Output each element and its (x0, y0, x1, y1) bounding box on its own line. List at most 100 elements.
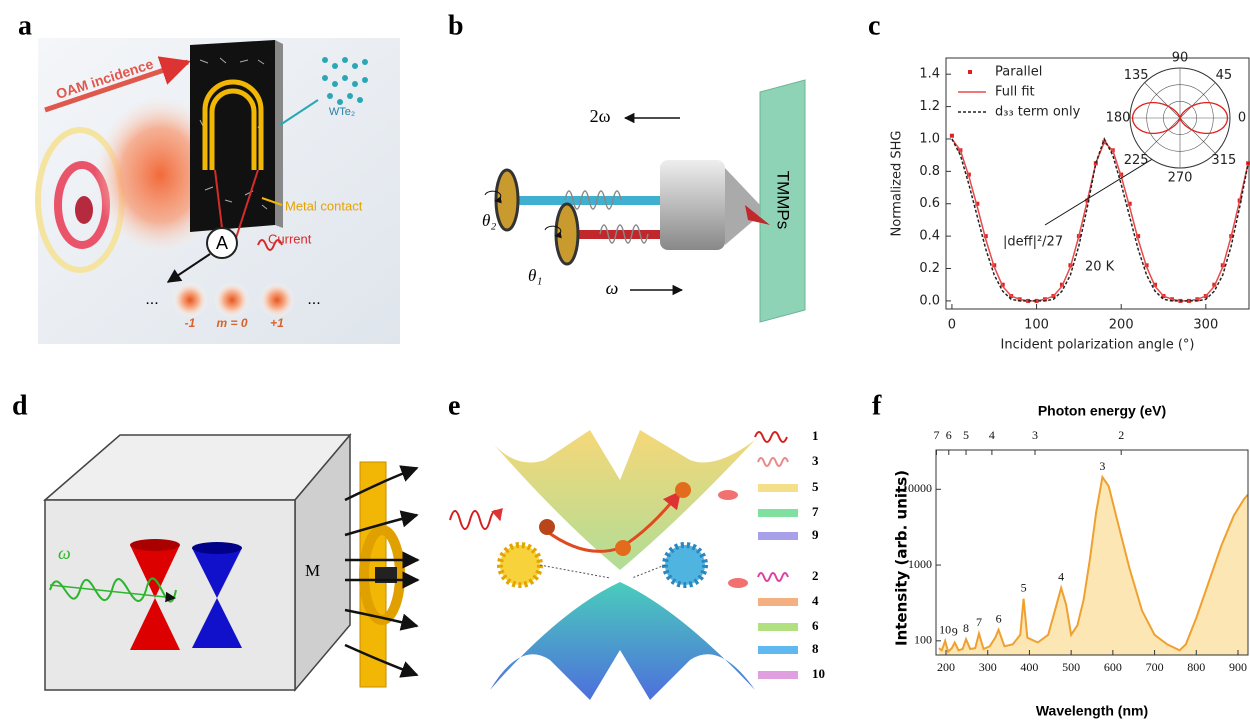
mode-profile (259, 282, 295, 318)
y-tick-label: 0.2 (919, 261, 940, 276)
peak-label: 5 (1021, 580, 1027, 594)
panel-label: b (448, 10, 464, 41)
y-axis-label: Intensity (arb. units) (893, 470, 911, 646)
harmonic-order: 1 (812, 428, 819, 443)
y-tick-label: 0.8 (919, 164, 940, 179)
y-tick-label: 1.2 (919, 99, 940, 114)
panel-e: 1 3 5 7 9 2 4 6 8 10 (450, 428, 825, 700)
x-tick-label: 300 (1193, 318, 1218, 333)
panel-label: e (448, 390, 460, 421)
harmonic-order: 2 (812, 568, 819, 583)
panel-label: d (12, 390, 28, 421)
x-tick-label: 900 (1229, 660, 1247, 674)
legend-label: Full fit (995, 85, 1035, 100)
y-tick-label: 0.0 (919, 293, 940, 308)
x2-tick-label: 5 (963, 428, 969, 442)
x-axis-label: Wavelength (nm) (1036, 703, 1148, 719)
x-tick-label: 700 (1146, 660, 1164, 674)
material-label: WTe₂ (329, 106, 355, 118)
polar-tick-label: 45 (1216, 68, 1233, 83)
y-axis-label: Normalized SHG (890, 131, 905, 237)
y-tick-label: 1.0 (919, 131, 940, 146)
objective (660, 160, 725, 250)
plate-edge (275, 40, 283, 228)
panel-b: 2ω TMMPs θ₂ θ₁ ω (482, 80, 805, 322)
x-axis-label: Incident polarization angle (°) (1001, 338, 1195, 353)
harmonic-order: 5 (812, 479, 819, 494)
box-front (45, 500, 295, 690)
peak-label: 8 (963, 621, 969, 635)
angle-label: θ₂ (482, 211, 496, 230)
x-tick-label: 0 (948, 318, 956, 333)
harmonic-order: 7 (812, 504, 819, 519)
current-label: Current (268, 231, 312, 246)
panel-label: c (868, 10, 880, 41)
emission (718, 490, 738, 500)
x-tick-label: 500 (1062, 660, 1080, 674)
beam-2w (510, 196, 660, 205)
mode-profile (214, 282, 250, 318)
annotation: |deff|²/27 (1003, 235, 1063, 250)
legend-label: Parallel (995, 65, 1042, 80)
x-tick-label: 100 (1024, 318, 1049, 333)
series-line (952, 139, 1248, 301)
carrier (675, 482, 691, 498)
x-tick-label: 400 (1020, 660, 1038, 674)
omega-label: ω (58, 543, 71, 563)
harmonic-order: 10 (812, 666, 825, 681)
sample-label: TMMPs (774, 171, 793, 230)
harmonic-order: 3 (812, 453, 819, 468)
y-tick-label: 0.6 (919, 196, 940, 211)
area-fill (939, 477, 1248, 655)
y-tick-label: 0.4 (919, 229, 940, 244)
valence-band (490, 582, 755, 700)
panel-d: ω M (45, 435, 418, 690)
y-tick-label: 1000 (908, 557, 932, 571)
legend-label: d₃₃ term only (995, 105, 1081, 120)
mode-label: +1 (270, 316, 284, 330)
harmonic-order: 9 (812, 527, 819, 542)
peak-label: 4 (1058, 570, 1064, 584)
y-tick-label: 100 (914, 633, 932, 647)
polar-tick-label: 135 (1124, 68, 1149, 83)
ellipsis: ... (145, 291, 158, 308)
ellipsis: ... (307, 291, 320, 308)
x2-tick-label: 7 (933, 428, 939, 442)
angle-label: θ₁ (528, 266, 542, 285)
polarizer (496, 170, 518, 230)
panel-label: f (872, 390, 882, 421)
panel-label: a (18, 10, 32, 41)
harmonic-order: 8 (812, 641, 819, 656)
x-tick-label: 200 (1109, 318, 1134, 333)
weyl-node (500, 545, 540, 585)
peak-label: 6 (996, 612, 1002, 626)
x2-axis-label: Photon energy (eV) (1038, 403, 1166, 419)
series-line (952, 139, 1248, 301)
polar-tick-label: 315 (1211, 153, 1236, 168)
polar-tick-label: 225 (1124, 153, 1149, 168)
peak-label: 3 (1099, 459, 1105, 473)
mode-label: -1 (185, 316, 196, 330)
x-tick-label: 300 (979, 660, 997, 674)
guide (540, 565, 665, 578)
x-tick-label: 200 (937, 660, 955, 674)
peak-label: 9 (952, 624, 958, 638)
frequency-label: ω (606, 278, 619, 298)
x-tick-label: 800 (1187, 660, 1205, 674)
weyl-node (665, 545, 705, 585)
polar-tick-label: 180 (1106, 111, 1131, 126)
x2-tick-label: 3 (1032, 428, 1038, 442)
x2-tick-label: 2 (1118, 428, 1124, 442)
x2-tick-label: 6 (946, 428, 952, 442)
x-tick-label: 600 (1104, 660, 1122, 674)
y-tick-label: 1.4 (919, 67, 940, 82)
x2-tick-label: 4 (989, 428, 995, 442)
mode-profile (172, 282, 208, 318)
emission (728, 578, 748, 588)
legend-swatch (968, 70, 972, 74)
contact-label: Metal contact (285, 198, 363, 213)
peak-label: 10 (939, 623, 951, 637)
polar-tick-label: 90 (1172, 51, 1189, 66)
peak-label: 7 (976, 615, 982, 629)
harmonic-order: 6 (812, 618, 819, 633)
